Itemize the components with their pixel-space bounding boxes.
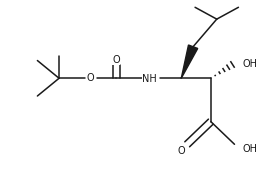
- Text: OH: OH: [242, 144, 257, 154]
- Polygon shape: [181, 45, 198, 78]
- Text: O: O: [177, 146, 185, 156]
- Text: NH: NH: [142, 74, 157, 84]
- Text: OH: OH: [242, 60, 257, 70]
- Text: O: O: [87, 73, 95, 83]
- Text: O: O: [112, 55, 120, 65]
